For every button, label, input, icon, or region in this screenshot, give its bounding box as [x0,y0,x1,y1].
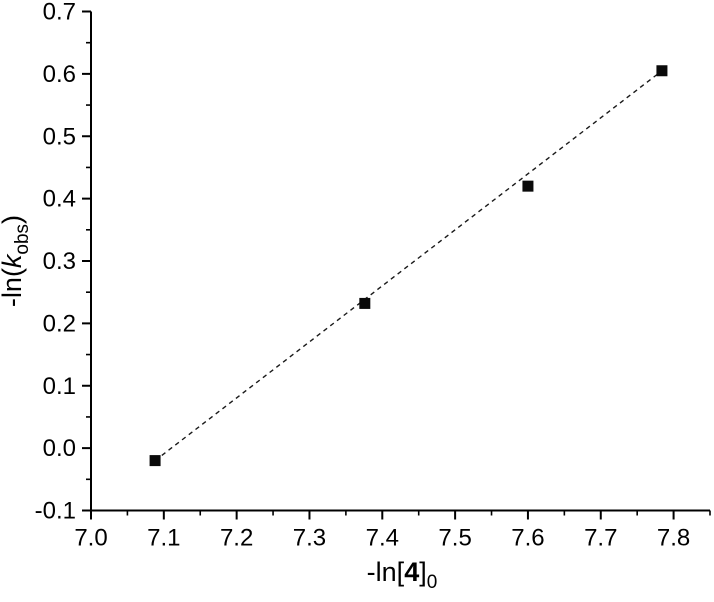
x-tick-label: 7.6 [511,525,544,552]
x-axis-label: -ln[4]0 [367,557,438,593]
series-layer [149,65,668,467]
fit-line [154,70,663,462]
x-tick-label: 7.8 [657,525,690,552]
x-tick-label: 7.4 [366,525,399,552]
x-tick-label: 7.1 [147,525,180,552]
data-point-marker [359,297,371,309]
y-tick-label: 0.4 [43,186,76,213]
y-tick-label: 0.7 [43,0,76,26]
x-tick-label: 7.5 [438,525,471,552]
data-point-marker [149,455,161,467]
data-point-marker [522,180,534,192]
y-tick-label: 0.2 [43,310,76,337]
y-axis-label: -ln(kobs) [0,215,33,307]
x-tick-label: 7.3 [293,525,326,552]
y-tick-label: 0.5 [43,123,76,150]
y-tick-label: 0.6 [43,61,76,88]
y-tick-label: 0.3 [43,248,76,275]
y-tick-label: 0.0 [43,435,76,462]
x-tick-label: 7.0 [74,525,107,552]
x-tick-label: 7.7 [584,525,617,552]
y-tick-label: -0.1 [35,498,76,525]
data-point-marker [656,65,668,77]
x-tick-label: 7.2 [220,525,253,552]
axes-layer: 7.0 7.1 7.2 7.3 7.4 7.5 7.6 7.7 7.8 -0.1 0.0 0.1 0.2… [35,0,711,552]
y-tick-label: 0.1 [43,373,76,400]
